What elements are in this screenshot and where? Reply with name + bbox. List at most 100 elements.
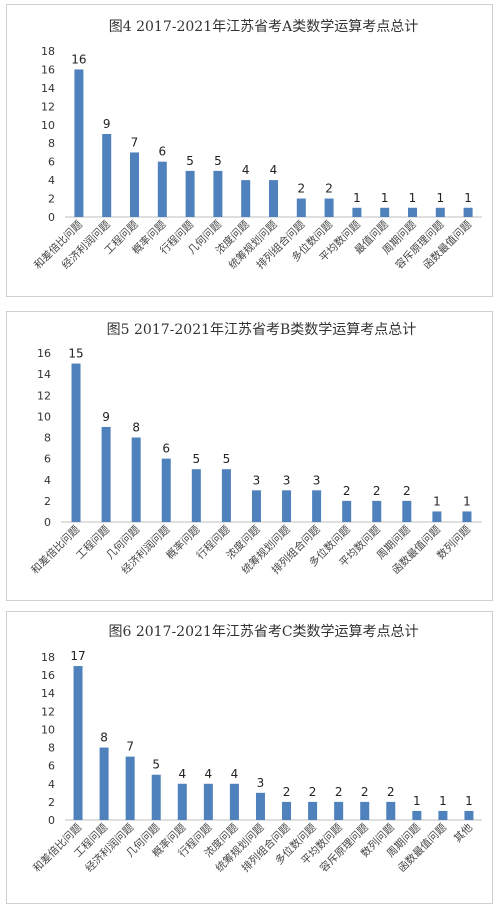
data-label: 1 bbox=[465, 794, 473, 808]
y-tick-label: 10 bbox=[37, 410, 51, 423]
y-tick-label: 12 bbox=[41, 100, 55, 113]
data-label: 7 bbox=[126, 740, 134, 754]
bar bbox=[251, 490, 261, 522]
y-tick-label: 4 bbox=[48, 778, 55, 791]
bar bbox=[203, 783, 213, 820]
chart-panel-c: 图6 2017-2021年江苏省考C类数学运算考点总计 0 2 4 6 8 10 12 14 16… bbox=[6, 611, 493, 904]
bar bbox=[269, 180, 278, 217]
data-label: 1 bbox=[436, 191, 444, 205]
y-tick-label: 16 bbox=[37, 347, 51, 360]
y-tick-label: 0 bbox=[44, 516, 51, 529]
data-label: 1 bbox=[433, 494, 441, 508]
data-label: 9 bbox=[103, 117, 111, 131]
y-tick-label: 6 bbox=[44, 453, 51, 466]
bar bbox=[334, 801, 344, 820]
data-label: 1 bbox=[381, 191, 389, 205]
bar bbox=[71, 363, 81, 522]
data-label: 2 bbox=[309, 785, 317, 799]
bar bbox=[324, 198, 334, 217]
data-label: 4 bbox=[270, 163, 278, 177]
y-tick-label: 16 bbox=[41, 63, 55, 76]
data-label: 2 bbox=[343, 484, 351, 498]
data-label: 1 bbox=[413, 794, 421, 808]
data-label: 2 bbox=[387, 785, 395, 799]
y-tick-label: 0 bbox=[48, 814, 55, 827]
data-label: 5 bbox=[193, 452, 201, 466]
bar bbox=[229, 783, 239, 820]
data-label: 1 bbox=[439, 794, 447, 808]
data-label: 2 bbox=[373, 484, 381, 498]
data-label: 1 bbox=[353, 191, 361, 205]
chart-a-title: 图4 2017-2021年江苏省考A类数学运算考点总计 bbox=[109, 19, 418, 35]
bar bbox=[213, 170, 223, 217]
data-label: 4 bbox=[205, 767, 213, 781]
y-tick-label: 4 bbox=[48, 174, 55, 187]
bar bbox=[130, 152, 139, 217]
y-tick-label: 14 bbox=[41, 82, 55, 95]
data-label: 5 bbox=[186, 154, 194, 168]
bar bbox=[221, 469, 231, 522]
chart-b-svg: 图5 2017-2021年江苏省考B类数学运算考点总计0246810121416… bbox=[28, 322, 482, 577]
y-tick-label: 4 bbox=[44, 474, 51, 487]
chart-c-svg: 图6 2017-2021年江苏省考C类数学运算考点总计0246810121416… bbox=[30, 624, 482, 875]
bar bbox=[408, 207, 417, 217]
y-tick-label: 10 bbox=[41, 119, 55, 132]
y-tick-label: 12 bbox=[41, 705, 55, 718]
bar bbox=[435, 207, 445, 217]
y-tick-label: 14 bbox=[37, 368, 51, 381]
y-tick-label: 2 bbox=[44, 495, 51, 508]
data-label: 4 bbox=[178, 767, 186, 781]
y-tick-label: 6 bbox=[48, 156, 55, 169]
y-tick-label: 18 bbox=[41, 651, 55, 664]
data-label: 3 bbox=[257, 776, 265, 790]
data-label: 7 bbox=[131, 135, 139, 149]
bar bbox=[463, 207, 473, 217]
data-label: 4 bbox=[231, 767, 239, 781]
data-label: 2 bbox=[403, 484, 411, 498]
bar bbox=[352, 207, 362, 217]
bar bbox=[282, 490, 292, 522]
bar bbox=[342, 500, 352, 522]
bar bbox=[177, 783, 187, 820]
bar bbox=[282, 801, 292, 820]
bar bbox=[157, 161, 167, 217]
chart-c-title: 图6 2017-2021年江苏省考C类数学运算考点总计 bbox=[108, 624, 418, 640]
chart-a-svg: 图4 2017-2021年江苏省考A类数学运算考点总计0246810121416… bbox=[31, 19, 482, 272]
bar bbox=[74, 69, 84, 217]
data-label: 1 bbox=[409, 191, 417, 205]
data-label: 4 bbox=[242, 163, 250, 177]
bar bbox=[241, 180, 251, 217]
y-tick-label: 8 bbox=[48, 137, 55, 150]
bar bbox=[360, 801, 370, 820]
data-label: 16 bbox=[71, 52, 86, 66]
bar bbox=[438, 810, 448, 820]
data-label: 3 bbox=[253, 473, 261, 487]
data-label: 1 bbox=[464, 191, 472, 205]
bar bbox=[102, 134, 112, 217]
bar bbox=[462, 511, 472, 522]
bar bbox=[161, 458, 171, 522]
bar bbox=[185, 170, 195, 217]
bar bbox=[131, 437, 141, 522]
data-label: 3 bbox=[283, 473, 291, 487]
bar bbox=[255, 792, 265, 820]
bar bbox=[308, 801, 318, 820]
data-label: 17 bbox=[70, 649, 85, 663]
y-tick-label: 6 bbox=[48, 760, 55, 773]
data-label: 8 bbox=[132, 421, 140, 435]
data-label: 6 bbox=[162, 442, 170, 456]
category-label: 其他 bbox=[451, 821, 475, 845]
y-tick-label: 16 bbox=[41, 669, 55, 682]
data-label: 5 bbox=[214, 154, 222, 168]
data-label: 8 bbox=[100, 731, 108, 745]
y-tick-label: 12 bbox=[37, 389, 51, 402]
bar bbox=[432, 511, 442, 522]
y-tick-label: 2 bbox=[48, 193, 55, 206]
data-label: 5 bbox=[152, 758, 160, 772]
data-label: 2 bbox=[283, 785, 291, 799]
data-label: 2 bbox=[297, 182, 305, 196]
y-tick-label: 0 bbox=[48, 211, 55, 224]
bar bbox=[380, 207, 390, 217]
data-label: 1 bbox=[463, 494, 471, 508]
data-label: 2 bbox=[325, 182, 333, 196]
